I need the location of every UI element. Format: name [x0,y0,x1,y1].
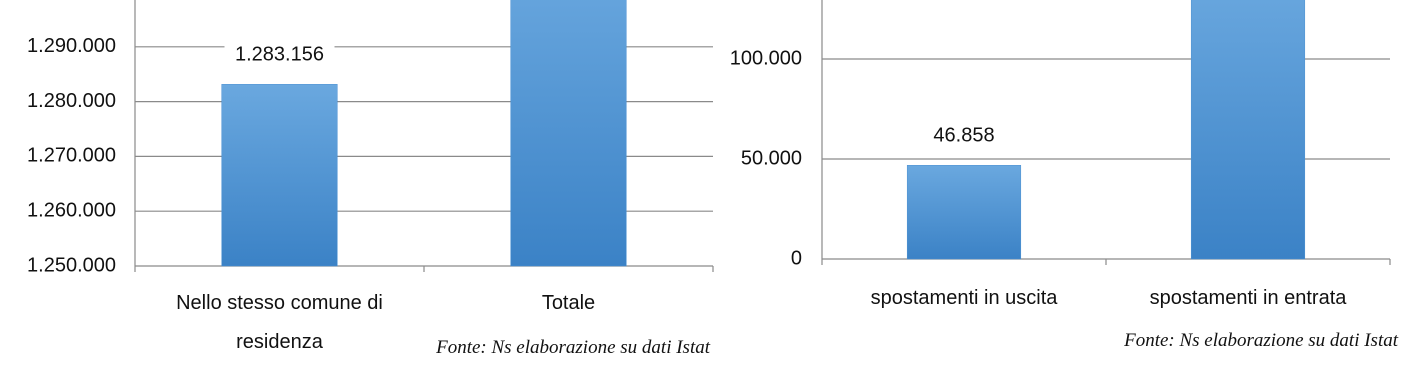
y-tick-label: 1.300.000 [27,0,116,2]
y-tick-label: 1.250.000 [27,254,116,276]
x-tick-label: spostamenti in entrata [1149,287,1347,309]
source-note: Fonte: Ns elaborazione su dati Istat [1124,330,1398,351]
y-tick-label: 0 [791,247,802,269]
label-bg [224,40,335,69]
x-tick-label: Nello stesso comune di residenza [176,292,383,353]
y-tick-label: 1.290.000 [27,35,116,57]
bar [906,165,1022,260]
value-label: 1.283.156 [235,44,324,66]
bar [510,0,627,267]
bar [1190,0,1306,260]
y-tick-label: 1.260.000 [27,199,116,221]
bar [221,84,338,267]
source-note: Fonte: Ns elaborazione su dati Istat [436,337,710,358]
y-tick-label: 1.280.000 [27,90,116,112]
value-label: 46.858 [933,125,994,147]
x-tick-label: Totale [541,292,596,314]
y-tick-label: 50.000 [741,147,802,169]
label-bg [909,121,1019,150]
y-tick-label: 100.000 [730,47,802,69]
x-tick-label: spostamenti in uscita [870,287,1058,309]
y-tick-label: 1.270.000 [27,145,116,167]
